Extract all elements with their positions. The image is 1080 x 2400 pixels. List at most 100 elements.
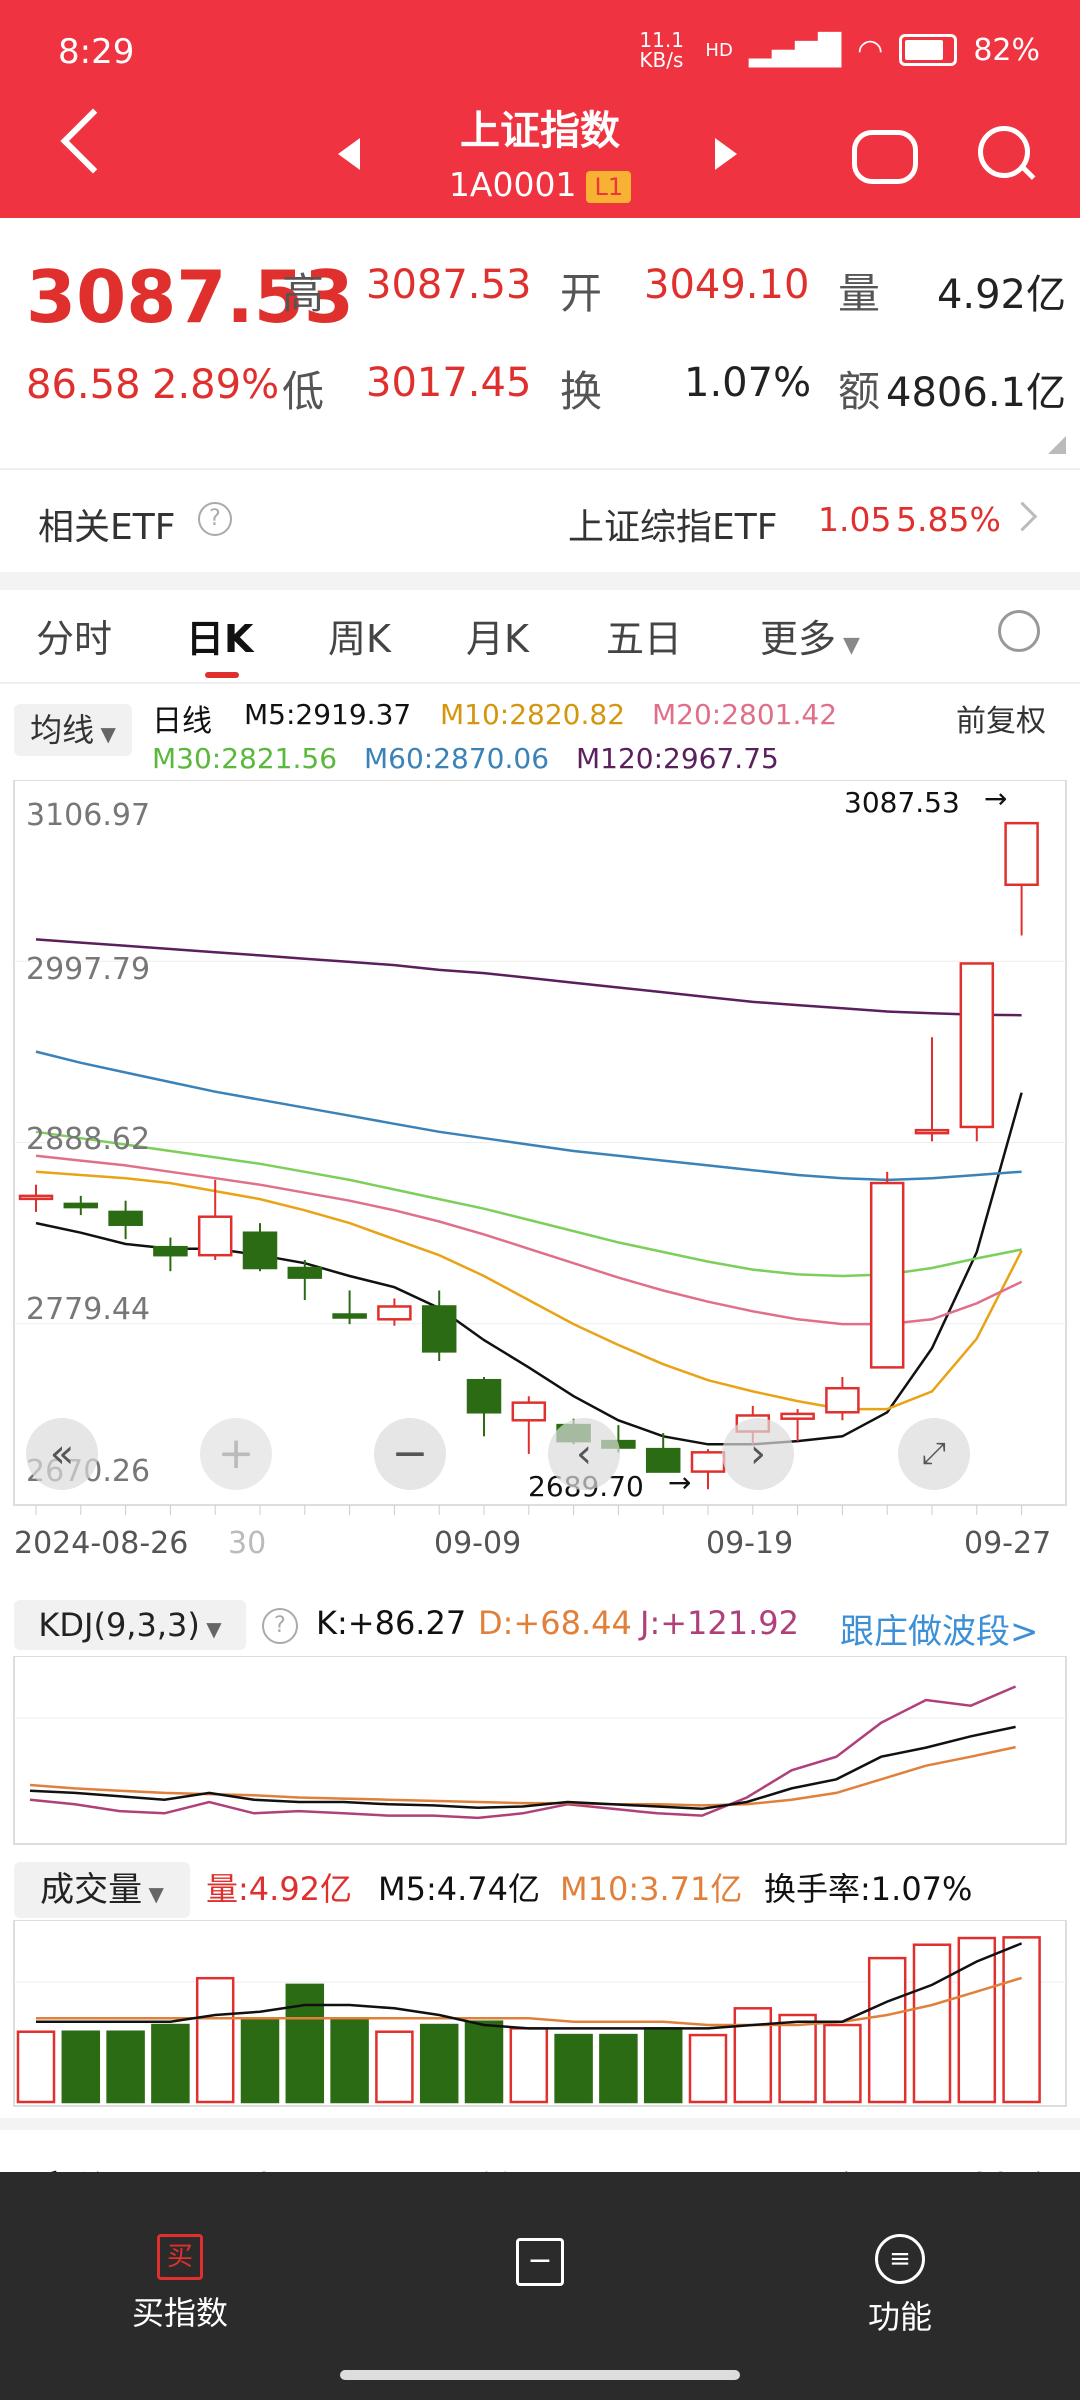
chart-settings-icon[interactable] xyxy=(998,610,1040,652)
open-label: 开 xyxy=(560,269,603,318)
level-badge: L1 xyxy=(586,170,632,203)
ma5-value: M5:2919.37 xyxy=(244,698,412,731)
turnover-rate-label: 换手率:1.07% xyxy=(764,1870,973,1908)
functions-button[interactable]: ≡ 功能 xyxy=(830,2234,970,2338)
wifi-icon: ◠ xyxy=(857,32,884,68)
volume-bar xyxy=(240,2017,280,2104)
middle-menu-button[interactable]: − xyxy=(500,2238,580,2286)
tab-intraday[interactable]: 分时 xyxy=(36,617,113,661)
next-index-button[interactable] xyxy=(715,138,737,170)
candle xyxy=(63,1202,99,1209)
ma-line-m30 xyxy=(35,1130,1022,1278)
tab-five-day[interactable]: 五日 xyxy=(606,617,683,661)
kdj-d-line xyxy=(29,1745,1016,1807)
minus-box-icon: − xyxy=(516,2238,564,2286)
candle xyxy=(959,962,995,1129)
volume-bar xyxy=(509,2027,549,2104)
robot-assistant-icon[interactable] xyxy=(852,130,918,184)
ma-line-m120 xyxy=(35,938,1022,1017)
volume-bar xyxy=(285,1983,325,2104)
candle xyxy=(869,1181,905,1369)
ma-selector[interactable]: 均线 ▼ xyxy=(14,704,132,756)
help-icon[interactable]: ? xyxy=(262,1608,298,1644)
volume-bar xyxy=(195,1976,235,2104)
volume-bar xyxy=(867,1956,907,2104)
candle xyxy=(511,1401,547,1422)
ma-line-m60 xyxy=(35,1050,1022,1182)
volume-selector-label: 成交量 xyxy=(40,1870,143,1910)
index-code: 1A0001 xyxy=(448,165,577,204)
ma-line-m20 xyxy=(35,1154,1023,1326)
volume-m5: M5:4.74亿 xyxy=(378,1870,541,1908)
prev-index-button[interactable] xyxy=(338,138,360,170)
volume-bar xyxy=(599,2033,638,2104)
battery-level: 82% xyxy=(973,32,1040,68)
help-icon[interactable]: ? xyxy=(198,502,232,536)
low-label: 低 xyxy=(282,367,325,416)
etf-pct: 5.85% xyxy=(896,500,1001,539)
kdj-selector[interactable]: KDJ(9,3,3) ▼ xyxy=(14,1600,246,1650)
volume-bar xyxy=(554,2033,593,2104)
index-code-row: 1A0001 L1 xyxy=(0,165,1080,204)
volume-selector[interactable]: 成交量 ▼ xyxy=(14,1862,190,1918)
candle xyxy=(1004,821,1039,887)
fullscreen-button[interactable]: ⤢ xyxy=(898,1418,970,1490)
volume-bar xyxy=(778,2013,817,2104)
swing-trading-link[interactable]: 跟庄做波段> xyxy=(840,1612,1039,1652)
scroll-left-button[interactable]: ‹ xyxy=(548,1418,620,1490)
caret-down-icon: ▼ xyxy=(142,1882,164,1906)
candle xyxy=(825,1386,860,1414)
ma60-value: M60:2870.06 xyxy=(364,742,550,775)
tab-weekly-k[interactable]: 周K xyxy=(328,617,391,661)
ma20-value: M20:2801.42 xyxy=(652,698,838,731)
scroll-right-button[interactable]: › xyxy=(722,1418,794,1490)
tab-monthly-k[interactable]: 月K xyxy=(466,617,529,661)
volume-bar xyxy=(419,2023,459,2104)
bottom-nav: 买 买指数 − ≡ 功能 xyxy=(0,2172,1080,2400)
candle xyxy=(421,1305,457,1353)
volume-bar xyxy=(823,2023,862,2104)
candle xyxy=(914,1128,950,1135)
kdj-k-line xyxy=(29,1725,1016,1811)
kdj-d-value: D:+68.44 xyxy=(478,1604,632,1642)
ma-period: 日线 xyxy=(152,704,212,739)
x-axis-label-4: 09-19 xyxy=(706,1526,794,1561)
divider xyxy=(0,468,1080,470)
x-axis-label-5: 09-27 xyxy=(964,1526,1052,1561)
buy-index-label: 买指数 xyxy=(131,2294,228,2332)
turnover-value: 1.07% xyxy=(684,360,812,406)
candle xyxy=(377,1305,412,1321)
tab-more[interactable]: 更多 ▼ xyxy=(760,608,860,663)
candle xyxy=(153,1245,188,1257)
candle xyxy=(332,1313,367,1319)
ma30-value: M30:2821.56 xyxy=(152,742,338,775)
buy-index-button[interactable]: 买 买指数 xyxy=(110,2234,250,2334)
low-value: 3017.45 xyxy=(366,360,532,406)
x-axis-label-2: 30 xyxy=(228,1526,267,1561)
volume-label: 量 xyxy=(838,269,881,318)
volume-bar xyxy=(464,2020,504,2104)
candle xyxy=(197,1215,233,1257)
candle xyxy=(242,1231,278,1270)
etf-row[interactable]: 相关ETF ? 上证综指ETF 1.05 5.85% xyxy=(0,470,1080,570)
etf-price: 1.05 xyxy=(818,500,892,539)
kdj-j-line xyxy=(29,1685,1017,1820)
tab-daily-k[interactable]: 日K xyxy=(186,617,254,661)
zoom-in-button[interactable]: + xyxy=(200,1418,272,1490)
adjust-mode[interactable]: 前复权 xyxy=(956,704,1046,739)
y-axis-label-2: 2997.79 xyxy=(26,952,151,987)
kdj-k-value: K:+86.27 xyxy=(316,1604,467,1642)
net-speed: 11.1 KB/s xyxy=(639,28,684,72)
search-icon[interactable] xyxy=(978,126,1030,178)
zoom-out-fast-button[interactable]: « xyxy=(26,1418,98,1490)
zoom-minus-button[interactable]: − xyxy=(374,1418,446,1490)
ma-selector-label: 均线 xyxy=(30,711,95,749)
volume-bar xyxy=(151,2023,190,2104)
y-axis-label-4: 2779.44 xyxy=(26,1292,151,1327)
expand-corner-icon[interactable] xyxy=(1048,436,1066,454)
candle xyxy=(466,1378,502,1414)
signal-icon: ▂▄▆█ xyxy=(748,32,842,68)
candlestick-chart[interactable] xyxy=(0,780,1080,1520)
y-axis-label-3: 2888.62 xyxy=(26,1122,151,1157)
volume-frame xyxy=(13,1920,1067,2107)
